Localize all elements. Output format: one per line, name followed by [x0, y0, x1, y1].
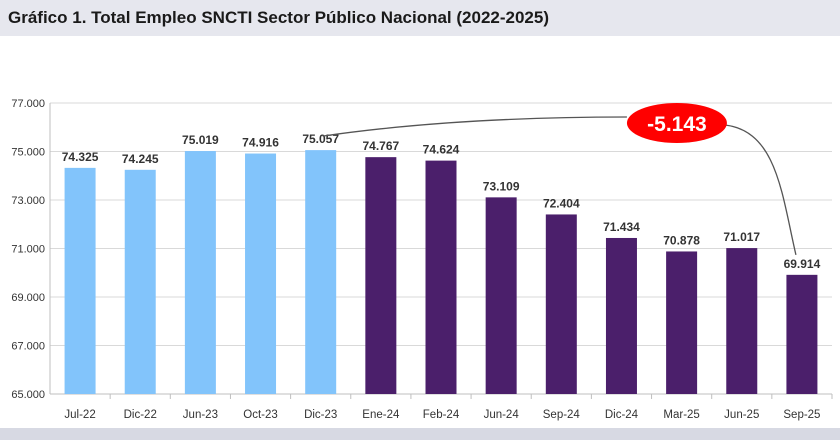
- bottom-bar: [0, 428, 840, 440]
- x-tick-label: Sep-24: [543, 409, 581, 421]
- data-label: 69.914: [784, 257, 821, 271]
- bar: [64, 167, 96, 394]
- chart-title: Gráfico 1. Total Empleo SNCTI Sector Púb…: [8, 8, 550, 27]
- y-tick-label: 73.000: [11, 195, 45, 207]
- data-label: 73.109: [483, 179, 520, 193]
- bar: [545, 214, 577, 394]
- annotation-ellipse: [626, 103, 727, 143]
- data-label: 75.019: [182, 133, 219, 147]
- y-tick-label: 71.000: [11, 244, 45, 256]
- bar: [786, 274, 818, 394]
- data-label: 74.624: [423, 143, 460, 157]
- data-label: 72.404: [543, 196, 580, 210]
- x-tick-label: Jun-24: [484, 409, 520, 421]
- y-tick-label: 65.000: [11, 389, 45, 401]
- y-tick-label: 77.000: [11, 98, 45, 110]
- annotation-connector: [322, 116, 797, 255]
- x-tick-label: Dic-24: [605, 409, 639, 421]
- bar: [425, 160, 457, 394]
- y-tick-label: 67.000: [11, 341, 45, 353]
- x-tick-label: Dic-22: [124, 409, 157, 421]
- x-tick-label: Feb-24: [423, 409, 460, 421]
- title-bar: [0, 0, 840, 36]
- bar: [726, 248, 758, 394]
- y-tick-label: 75.000: [11, 147, 45, 159]
- bar: [245, 153, 277, 394]
- x-tick-label: Dic-23: [304, 409, 337, 421]
- x-tick-label: Jun-23: [183, 409, 218, 421]
- x-tick-label: Jul-22: [64, 409, 95, 421]
- annotation-label: -5.143: [647, 113, 707, 136]
- bar: [666, 251, 698, 394]
- y-tick-label: 69.000: [11, 292, 45, 304]
- bar: [305, 150, 337, 394]
- data-label: 74.245: [122, 152, 159, 166]
- bar: [124, 169, 156, 394]
- data-label: 74.916: [242, 136, 279, 150]
- data-label: 71.434: [603, 220, 640, 234]
- bar: [605, 237, 637, 394]
- x-tick-label: Mar-25: [663, 409, 699, 421]
- data-label: 71.017: [723, 230, 760, 244]
- data-label: 70.878: [663, 233, 700, 247]
- x-tick-label: Jun-25: [724, 409, 759, 421]
- x-tick-label: Oct-23: [243, 409, 278, 421]
- data-label: 74.767: [362, 139, 399, 153]
- x-tick-label: Sep-25: [783, 409, 820, 421]
- data-label: 74.325: [62, 150, 99, 164]
- bar: [184, 151, 216, 394]
- bar: [365, 157, 397, 394]
- bar: [485, 197, 517, 394]
- x-tick-label: Ene-24: [362, 409, 400, 421]
